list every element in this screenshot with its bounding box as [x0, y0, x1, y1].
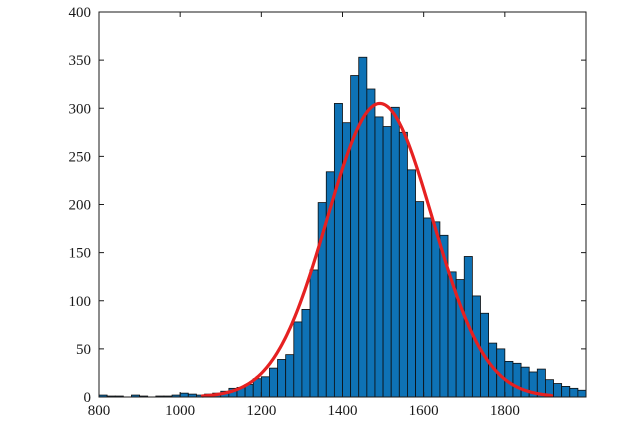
y-axis-tick-label: 200 — [69, 198, 92, 214]
histogram-bar — [512, 362, 522, 398]
histogram-bar — [277, 359, 287, 398]
histogram-bar — [333, 103, 343, 398]
histogram-bar — [390, 106, 400, 398]
histogram-bar — [358, 56, 368, 398]
y-axis-tick-label: 400 — [69, 5, 92, 21]
histogram-bar — [553, 383, 563, 398]
y-axis-tick-label: 0 — [84, 390, 92, 406]
histogram-bar — [260, 376, 270, 398]
normal-fit-curve — [200, 101, 554, 398]
histogram-bar — [561, 386, 571, 398]
histogram-bar — [350, 75, 360, 398]
x-axis-tick-label: 1800 — [490, 403, 520, 419]
histogram-bar — [301, 309, 311, 398]
x-axis-tick-label: 800 — [88, 403, 111, 419]
histogram-bar — [179, 392, 189, 398]
y-axis-tick-label: 50 — [76, 342, 91, 358]
histogram-bar — [309, 269, 319, 398]
histogram-bar — [398, 131, 408, 398]
x-axis-tick-label: 1200 — [246, 403, 276, 419]
x-axis-tick-label: 1400 — [328, 403, 358, 419]
histogram-bar — [431, 221, 441, 398]
histogram-bar — [577, 389, 587, 398]
y-axis-tick-label: 150 — [69, 246, 92, 262]
y-axis-tick-label: 350 — [69, 53, 92, 69]
histogram-bar — [569, 387, 579, 398]
x-axis-tick-label: 1000 — [165, 403, 195, 419]
histogram-bar — [269, 367, 278, 398]
histogram-bar — [285, 354, 295, 398]
y-axis-tick-label: 100 — [69, 294, 92, 310]
y-axis-tick-label: 250 — [69, 149, 92, 165]
histogram-bar — [382, 126, 392, 398]
histogram-bar — [374, 116, 384, 398]
histogram-bar — [423, 217, 433, 398]
x-axis-tick-label: 1600 — [409, 403, 439, 419]
histogram-bar — [407, 169, 416, 398]
histogram-bar — [415, 201, 425, 398]
histogram-bar — [366, 88, 376, 398]
y-axis-tick-label: 300 — [69, 101, 92, 117]
histogram-bar — [293, 321, 303, 398]
